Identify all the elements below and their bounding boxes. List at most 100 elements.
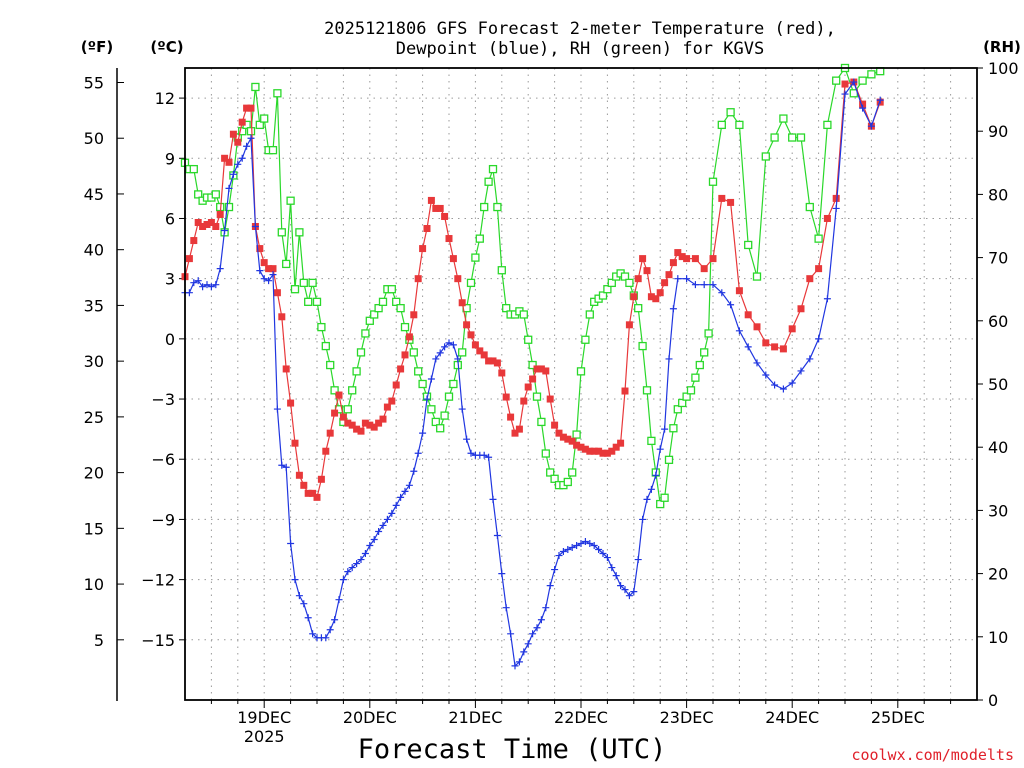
rh-point: [585, 310, 594, 319]
dewpoint-point: [797, 367, 805, 375]
temperature-point: [665, 271, 673, 279]
dewpoint-point: [419, 429, 427, 437]
rh-point: [656, 499, 665, 509]
rh-unit-label: (RH): [983, 38, 1021, 56]
rh-point: [497, 266, 506, 275]
fahrenheit-tick-label: 15: [84, 519, 104, 538]
celsius-tick-label: 12: [155, 89, 175, 108]
rh-point: [598, 291, 608, 300]
dewpoint-point: [727, 301, 735, 309]
dewpoint-point: [595, 546, 603, 554]
temperature-point: [207, 218, 215, 226]
rh-point: [634, 304, 643, 313]
dewpoint-point: [709, 281, 717, 289]
dewpoint-point: [788, 379, 796, 387]
temperature-point: [405, 333, 413, 341]
temperature-point: [379, 415, 387, 423]
rh-point: [524, 335, 533, 344]
time-tick-label: 25DEC: [871, 708, 925, 727]
plot-frame: [184, 67, 978, 701]
series-rh: [180, 63, 885, 509]
temperature-point: [190, 237, 198, 245]
rh-point: [488, 164, 498, 174]
rh-point: [537, 417, 546, 427]
temperature-point: [229, 130, 237, 138]
temperature-point: [357, 427, 365, 435]
temperature-point: [537, 365, 545, 373]
temperature-point: [564, 435, 572, 443]
dewpoint-point: [718, 289, 726, 297]
dewpoint-point: [463, 435, 471, 443]
temperature-point: [185, 255, 193, 263]
temperature-point: [383, 403, 391, 411]
temperature-point: [683, 255, 691, 263]
temperature-point: [410, 311, 418, 319]
temperature-point: [700, 265, 708, 273]
temperature-point: [348, 421, 356, 429]
temperature-point: [225, 158, 233, 166]
rh-point: [475, 234, 484, 243]
temperature-point: [467, 331, 475, 339]
temperature-point: [322, 447, 330, 455]
temperature-point: [221, 154, 229, 162]
dewpoint-point: [815, 335, 823, 343]
series-dewpoint: [181, 78, 884, 670]
dewpoint-point: [322, 634, 330, 642]
rh-point: [480, 202, 489, 212]
rh-point: [788, 133, 797, 142]
dewpoint-point: [511, 662, 519, 670]
dewpoint-point: [282, 463, 290, 471]
dewpoint-point: [357, 556, 365, 564]
dewpoint-point: [273, 405, 281, 413]
dewpoint-point: [700, 281, 708, 289]
dewpoint-point: [625, 592, 633, 600]
temperature-point: [194, 218, 202, 226]
rh-tick-label: 100: [988, 59, 1019, 78]
dewpoint-point: [309, 630, 317, 638]
temperature-point: [727, 198, 735, 206]
dewpoint-point: [458, 405, 466, 413]
dewpoint-point: [850, 78, 858, 86]
temperature-point: [339, 413, 347, 421]
temperature-point: [568, 437, 576, 445]
rh-point: [814, 234, 823, 243]
temperature-point: [806, 275, 814, 283]
dewpoint-point: [674, 275, 682, 283]
temperature-point: [661, 279, 669, 287]
temperature-point: [634, 275, 642, 283]
rh-tick-label: 40: [988, 438, 1008, 457]
dewpoint-point: [665, 355, 673, 363]
dewpoint-point: [370, 535, 378, 543]
temperature-point: [392, 381, 400, 389]
temperature-point: [401, 351, 409, 359]
rh-point: [493, 202, 502, 212]
rh-point: [449, 379, 458, 389]
fahrenheit-tick-label: 50: [84, 129, 104, 148]
temperature-point: [507, 413, 515, 421]
temperature-point: [476, 347, 484, 355]
dewpoint-point: [436, 349, 444, 357]
rh-point: [321, 341, 330, 351]
rh-tick-label: 10: [988, 628, 1008, 647]
rh-point: [277, 228, 286, 237]
rh-tick-label: 70: [988, 249, 1008, 268]
temperature-point: [291, 439, 299, 447]
dewpoint-point: [353, 560, 361, 568]
time-tick-label: 21DEC: [448, 708, 502, 727]
temperature-point: [309, 489, 317, 497]
rh-point: [365, 316, 374, 325]
rh-point: [770, 133, 779, 142]
rh-point: [396, 304, 405, 313]
dewpoint-point: [577, 540, 585, 548]
rh-tick-label: 20: [988, 565, 1008, 584]
dewpoint-point: [639, 515, 647, 523]
temperature-point: [203, 220, 211, 228]
rh-point: [867, 70, 876, 79]
temperature-point: [515, 425, 523, 433]
temperature-point: [573, 441, 581, 449]
rh-point: [779, 114, 788, 123]
dewpoint-point: [410, 467, 418, 475]
time-tick-label: 22DEC: [554, 708, 608, 727]
dewpoint-point: [339, 576, 347, 584]
